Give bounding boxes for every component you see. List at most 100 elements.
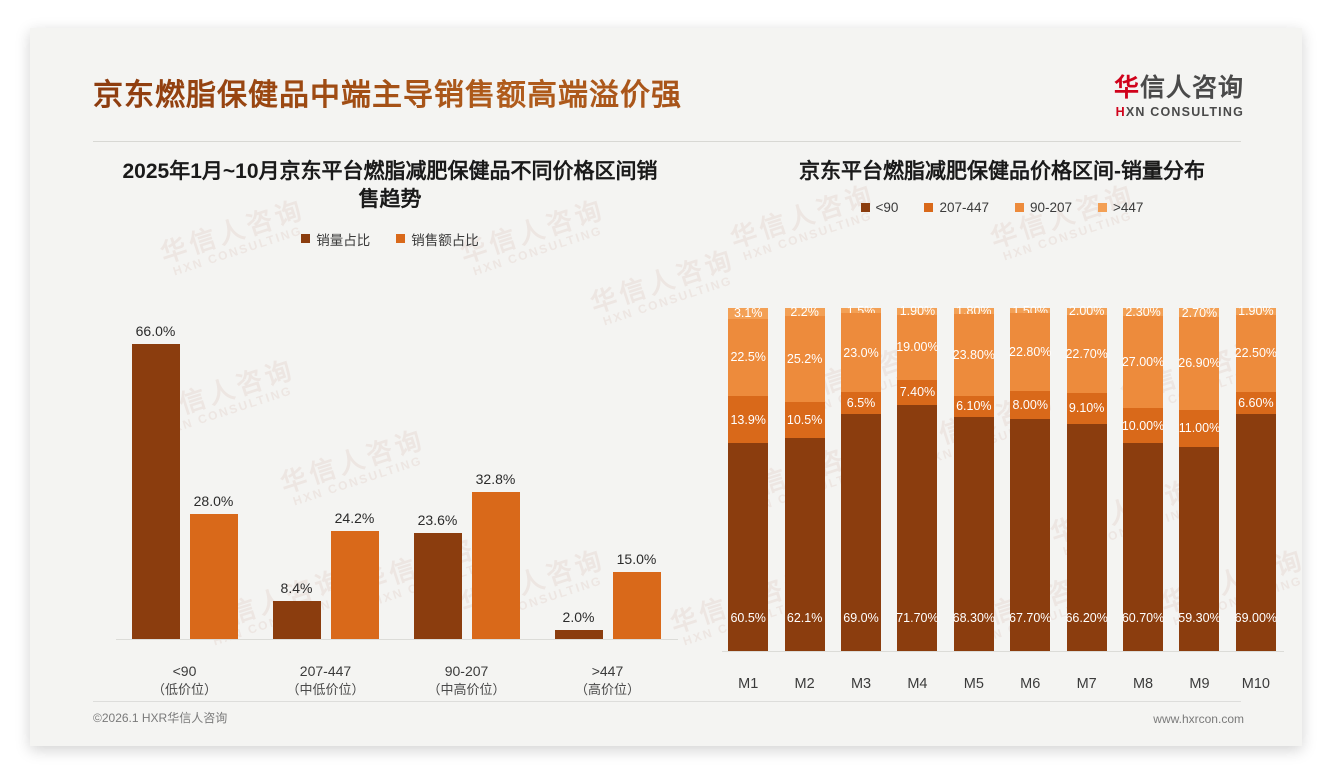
- stack-segment[interactable]: 22.80%: [1009, 313, 1051, 392]
- left-chart-panel: 2025年1月~10月京东平台燃脂减肥保健品不同价格区间销售趋势 销量占比 销售额…: [90, 158, 690, 718]
- stacked-bar[interactable]: 2.00% 22.70% 9.10% 66.20%: [1065, 304, 1108, 651]
- right-legend-item[interactable]: 90-207: [1014, 200, 1073, 216]
- x-tick-main: 207-447: [299, 662, 352, 679]
- stacked-bar[interactable]: 1.80% 23.80% 6.10% 68.30%: [952, 304, 996, 651]
- page-title: 京东燃脂保健品中端主导销售额高端溢价强: [93, 70, 682, 114]
- stack-segment[interactable]: 67.70%: [1009, 418, 1051, 651]
- stacked-bar[interactable]: 1.90% 22.50% 6.60% 69.00%: [1234, 304, 1278, 651]
- stacked-bar[interactable]: 2.30% 27.00% 10.00% 60.70%: [1121, 304, 1165, 651]
- stack-segment-label: 10.5%: [786, 412, 823, 427]
- stacked-bar[interactable]: 1.5% 23.0% 6.5% 69.0%: [841, 304, 882, 651]
- right-stacked-bars: 3.1% 22.5% 13.9% 60.5% 2.2% 25.2% 10.5% 62.1% 1.…: [720, 304, 1284, 651]
- bar[interactable]: 15.0%: [612, 551, 661, 639]
- stack-segment-label: 22.5%: [730, 350, 766, 365]
- right-legend-item[interactable]: 207-447: [924, 200, 989, 215]
- bar-group: 23.6% 32.8%: [396, 326, 537, 639]
- stack-segment-label: 19.00%: [896, 340, 939, 355]
- bar[interactable]: 28.0%: [189, 493, 238, 639]
- stacked-bar[interactable]: 2.2% 25.2% 10.5% 62.1%: [784, 305, 825, 651]
- stack-segment-label: 23.80%: [952, 347, 996, 362]
- left-chart-legend: 销量占比 销售额占比: [90, 229, 690, 249]
- stack-segment[interactable]: 62.1%: [784, 437, 825, 651]
- stacked-bar[interactable]: 1.90% 19.00% 7.40% 71.70%: [896, 304, 939, 651]
- bar[interactable]: 24.2%: [330, 510, 379, 639]
- bar[interactable]: 66.0%: [131, 323, 180, 639]
- stack-segment[interactable]: 25.2%: [784, 315, 825, 402]
- left-legend-item[interactable]: 销售额占比: [396, 229, 479, 249]
- stack-segment[interactable]: 6.10%: [953, 395, 994, 417]
- stack-segment[interactable]: 6.5%: [841, 392, 882, 415]
- stacked-bar-column: 2.70% 26.90% 11.00% 59.30%: [1171, 306, 1227, 651]
- stack-segment[interactable]: 8.00%: [1010, 391, 1051, 419]
- bar[interactable]: 23.6%: [413, 512, 462, 639]
- x-axis-tick-label: M7: [1076, 676, 1097, 692]
- stack-segment[interactable]: 9.10%: [1066, 392, 1107, 424]
- stack-segment-label: 59.30%: [1178, 610, 1221, 625]
- right-chart-legend: <90 207-447 90-207 >447: [702, 200, 1302, 215]
- bar[interactable]: 32.8%: [471, 471, 520, 639]
- stack-segment-label: 6.5%: [846, 396, 876, 411]
- bar-value-label: 32.8%: [475, 471, 516, 488]
- stack-segment[interactable]: 13.9%: [728, 395, 769, 444]
- stacked-bar-column: 1.90% 19.00% 7.40% 71.70%: [889, 304, 945, 651]
- x-axis-tick-label: 207-447 （中低价位）: [255, 661, 396, 700]
- stack-segment[interactable]: 2.00%: [1066, 304, 1107, 318]
- bar[interactable]: 8.4%: [272, 580, 321, 639]
- stack-segment[interactable]: 7.40%: [897, 379, 938, 406]
- logo-chinese: 华信人咨询: [1114, 76, 1244, 101]
- stack-segment[interactable]: 2.70%: [1179, 306, 1220, 320]
- stack-segment[interactable]: 22.50%: [1234, 314, 1278, 392]
- stack-segment[interactable]: 22.70%: [1065, 314, 1108, 393]
- right-legend-item[interactable]: <90: [860, 200, 898, 215]
- stacked-bar[interactable]: 3.1% 22.5% 13.9% 60.5%: [728, 306, 769, 651]
- logo-hua-char: 华: [1113, 74, 1140, 102]
- bar-value-label: 66.0%: [135, 322, 176, 339]
- stack-segment[interactable]: 22.5%: [728, 318, 769, 396]
- stack-segment-label: 6.10%: [956, 399, 992, 414]
- stack-segment[interactable]: 11.00%: [1178, 409, 1221, 448]
- stack-segment-label: 22.50%: [1234, 346, 1278, 361]
- stack-segment[interactable]: 10.00%: [1122, 408, 1164, 443]
- logo-chinese-rest: 信人咨询: [1139, 74, 1244, 102]
- legend-label: 90-207: [1029, 200, 1073, 216]
- bar[interactable]: 2.0%: [554, 609, 603, 639]
- x-tick-sub: （低价位）: [151, 682, 217, 698]
- stack-segment[interactable]: 23.0%: [841, 313, 882, 393]
- stack-segment[interactable]: 27.00%: [1122, 315, 1164, 409]
- stacked-bar[interactable]: 2.70% 26.90% 11.00% 59.30%: [1178, 306, 1221, 651]
- stack-segment[interactable]: 60.5%: [728, 443, 769, 651]
- stack-segment[interactable]: 60.70%: [1121, 442, 1165, 651]
- stacked-bar[interactable]: 1.50% 22.80% 8.00% 67.70%: [1009, 304, 1051, 651]
- stack-segment[interactable]: 59.30%: [1178, 447, 1221, 651]
- stack-segment[interactable]: 26.90%: [1178, 317, 1221, 410]
- right-x-axis-labels: M1 M2 M3 M4 M5 M6 M7 M8 M9 M10: [720, 676, 1284, 692]
- stack-segment[interactable]: 68.30%: [952, 416, 996, 651]
- stack-segment-label: 11.00%: [1178, 421, 1221, 436]
- stack-segment[interactable]: 69.0%: [841, 414, 882, 651]
- stack-segment-label: 2.30%: [1125, 304, 1161, 319]
- stack-segment[interactable]: 3.1%: [728, 306, 769, 320]
- stack-segment[interactable]: 23.80%: [952, 314, 996, 396]
- right-legend-item[interactable]: >447: [1098, 200, 1143, 215]
- left-bar-groups: 66.0% 28.0% 8.4% 24.2% 23.6% 32.8% 2.0% 15.0%: [114, 323, 678, 639]
- stack-segment[interactable]: 6.60%: [1235, 391, 1276, 415]
- stack-segment[interactable]: 2.30%: [1123, 304, 1164, 319]
- stack-segment-label: 68.30%: [952, 610, 996, 625]
- stack-segment[interactable]: 2.2%: [784, 305, 825, 319]
- x-axis-tick-label: M4: [907, 676, 928, 692]
- legend-swatch-icon: [924, 203, 934, 213]
- stack-segment-label: 13.9%: [730, 412, 766, 427]
- legend-swatch-icon: [860, 203, 870, 213]
- stack-segment[interactable]: 66.20%: [1065, 423, 1108, 651]
- stack-segment-label: 60.70%: [1121, 610, 1165, 625]
- stack-segment-label: 71.70%: [896, 610, 939, 625]
- stack-segment[interactable]: 71.70%: [896, 405, 939, 651]
- left-legend-item[interactable]: 销量占比: [301, 229, 370, 249]
- bar-value-label: 2.0%: [562, 609, 595, 626]
- stack-segment[interactable]: 19.00%: [896, 314, 939, 380]
- stack-segment[interactable]: 69.00%: [1235, 414, 1277, 651]
- stack-segment[interactable]: 10.5%: [784, 401, 825, 438]
- left-chart-title: 2025年1月~10月京东平台燃脂减肥保健品不同价格区间销售趋势: [122, 160, 658, 212]
- x-axis-tick-label: M6: [1020, 676, 1041, 692]
- x-axis-tick-label: >447 （高价位）: [537, 661, 678, 700]
